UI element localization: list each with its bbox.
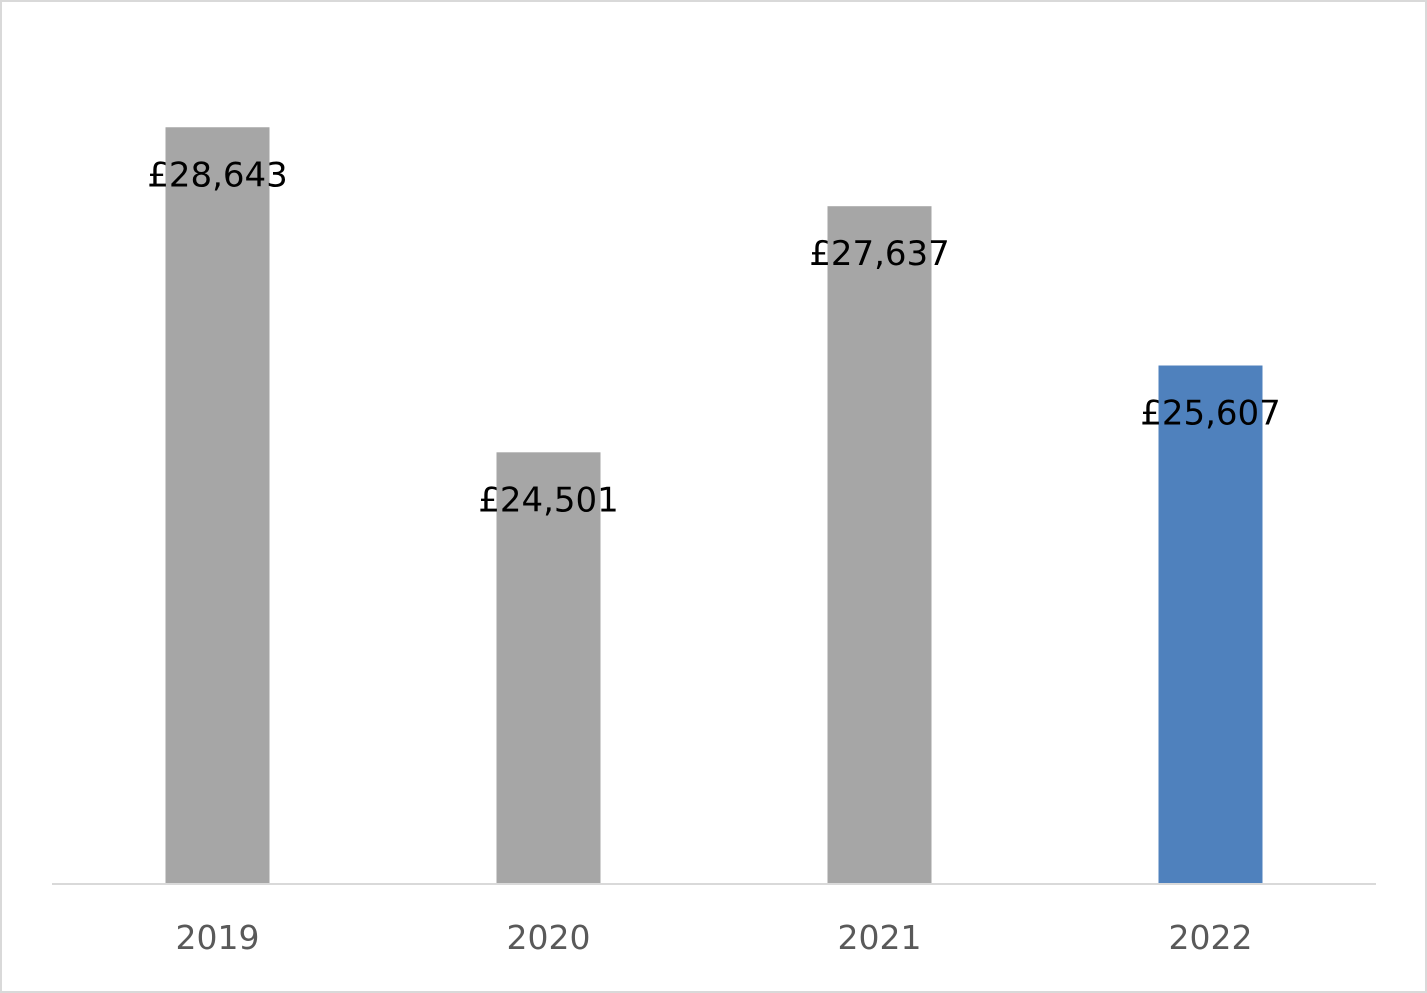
x-tick-label-2019: 2019: [176, 918, 260, 957]
data-label-2019: £28,643: [147, 155, 288, 195]
x-tick-labels-group: 2019 2020 2021 2022: [176, 918, 1253, 957]
bars-group: [165, 127, 1263, 885]
data-label-2020: £24,501: [478, 480, 619, 520]
bar-2022: [1158, 365, 1263, 884]
data-label-2022: £25,607: [1140, 394, 1281, 434]
x-tick-label-2021: 2021: [838, 918, 922, 957]
x-tick-label-2022: 2022: [1169, 918, 1253, 957]
bar-2020: [496, 452, 601, 884]
data-labels-group: £28,643 £24,501 £27,637 £25,607: [147, 155, 1281, 520]
bar-2021: [827, 206, 932, 884]
x-tick-label-2020: 2020: [507, 918, 591, 957]
data-label-2021: £27,637: [809, 234, 950, 274]
bar-2019: [165, 127, 270, 885]
